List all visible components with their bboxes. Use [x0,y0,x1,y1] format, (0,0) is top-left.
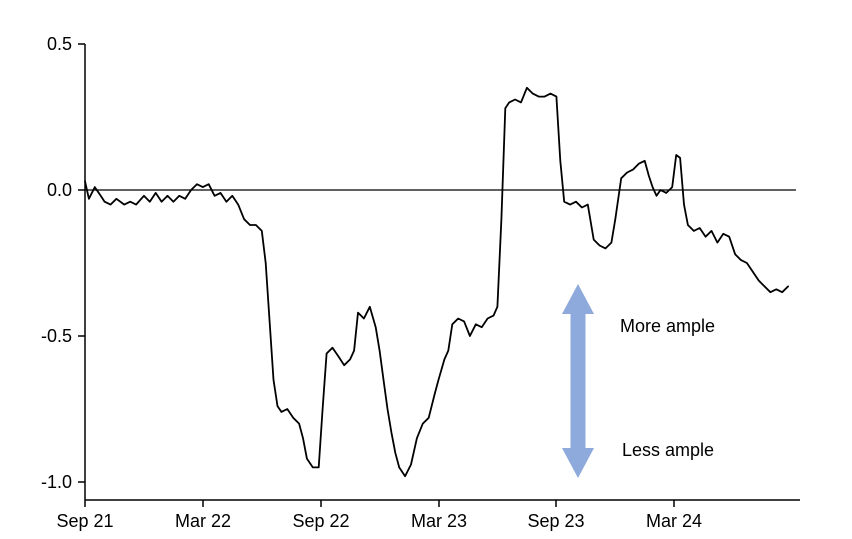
more-ample-label: More ample [620,316,715,336]
series-line [84,86,789,478]
less-ample-label: Less ample [622,440,714,460]
x-tick-label: Sep 22 [292,511,349,531]
x-tick-label: Mar 22 [175,511,231,531]
y-tick-label: 0.0 [47,180,72,200]
x-tick-label: Mar 23 [411,511,467,531]
x-tick-label: Mar 24 [646,511,702,531]
y-tick-label: -1.0 [41,472,72,492]
x-tick-label: Sep 23 [527,511,584,531]
y-tick-label: 0.5 [47,34,72,54]
ample-arrow-icon [562,284,594,478]
y-tick-label: -0.5 [41,326,72,346]
x-tick-label: Sep 21 [56,511,113,531]
